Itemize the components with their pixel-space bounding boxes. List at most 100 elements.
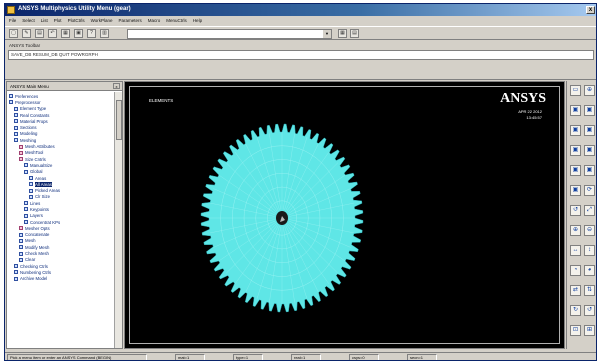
app-icon <box>7 6 15 14</box>
view-button-23[interactable]: ↻ <box>570 305 581 316</box>
view-button-14[interactable]: ⤢ <box>584 205 595 216</box>
tree-item[interactable]: Clr Size <box>9 194 114 200</box>
tree-item[interactable]: Mesher Opts <box>9 225 114 231</box>
tree-item[interactable]: Concatenate <box>9 232 114 238</box>
view-button-6[interactable]: ▣ <box>584 125 595 136</box>
view-button-9[interactable]: ▣ <box>570 165 581 176</box>
menu-node-icon <box>14 264 18 269</box>
tree-scrollbar[interactable] <box>114 92 122 348</box>
tree-item[interactable]: Areas <box>9 175 114 181</box>
menu-item-plot[interactable]: Plot <box>53 18 62 23</box>
tree-item[interactable]: All Areas <box>9 181 114 187</box>
view-button-5[interactable]: ▣ <box>570 125 581 136</box>
close-button[interactable]: x <box>586 6 595 14</box>
tree-item[interactable]: Meshing <box>9 137 114 143</box>
tree-item[interactable]: Modify Mesh <box>9 244 114 250</box>
toolbar-button-3[interactable]: ▤ <box>35 29 44 38</box>
tree-item[interactable]: Element Type <box>9 106 114 112</box>
viewport-frame <box>129 86 560 344</box>
main-menu-header: ANSYS Main Menu x <box>7 82 122 91</box>
tree-item[interactable]: Lines <box>9 200 114 206</box>
tree-item[interactable]: Preferences <box>9 93 114 99</box>
menu-item-macro[interactable]: Macro <box>147 18 161 23</box>
tree-item[interactable]: Checking Ctrls <box>9 263 114 269</box>
tree-item-label: Mesher Opts <box>25 225 50 231</box>
menu-node-icon <box>14 113 18 118</box>
menu-node-icon <box>14 138 18 143</box>
tree-item[interactable]: Global <box>9 169 114 175</box>
toolbar-button-5[interactable]: ▦ <box>61 29 70 38</box>
view-button-11[interactable]: ▣ <box>570 185 581 196</box>
menu-item-file[interactable]: File <box>9 18 17 23</box>
view-button-20[interactable]: ◕ <box>584 265 595 276</box>
title-bar: ANSYS Multiphysics Utility Menu (gear) x <box>5 4 596 16</box>
view-button-2[interactable]: ⊕ <box>584 85 595 96</box>
tree-item[interactable]: Keypoints <box>9 206 114 212</box>
status-message: Pick a menu item or enter an ANSYS Comma… <box>7 354 147 360</box>
tree-item[interactable]: Concentrat KPs <box>9 219 114 225</box>
view-button-13[interactable]: ↺ <box>570 205 581 216</box>
tree-item[interactable]: Layers <box>9 213 114 219</box>
view-button-19[interactable]: ◔ <box>570 265 581 276</box>
menu-item-list[interactable]: List <box>40 18 48 23</box>
tree-item[interactable]: ManualSize <box>9 162 114 168</box>
tree-item[interactable]: Mesh Attributes <box>9 143 114 149</box>
view-button-17[interactable]: ↔ <box>570 245 581 256</box>
view-button-1[interactable]: ▭ <box>570 85 581 96</box>
tree-item[interactable]: Clear <box>9 257 114 263</box>
toolbar-right-button-2[interactable]: ▤ <box>350 29 359 38</box>
view-button-24[interactable]: ↺ <box>584 305 595 316</box>
toolbar-right-button-1[interactable]: ▦ <box>338 29 347 38</box>
tree-item[interactable]: Real Constants <box>9 112 114 118</box>
tree-item[interactable]: Picked Areas <box>9 187 114 193</box>
view-button-16[interactable]: ⊖ <box>584 225 595 236</box>
tree-item[interactable]: Check Mesh <box>9 250 114 256</box>
tree-item-label: Modeling <box>20 131 38 137</box>
tree-item[interactable]: Modeling <box>9 131 114 137</box>
menu-node-icon <box>24 169 28 174</box>
menu-item-select[interactable]: Select <box>22 18 35 23</box>
toolbar-button-4[interactable]: ↶ <box>48 29 57 38</box>
tree-item[interactable]: Size Cntrls <box>9 156 114 162</box>
toolbar-button-2[interactable]: ✎ <box>22 29 31 38</box>
view-button-8[interactable]: ▣ <box>584 145 595 156</box>
toolbar-button-1[interactable]: ▢ <box>9 29 18 38</box>
view-button-4[interactable]: ▣ <box>584 105 595 116</box>
view-button-25[interactable]: ⊡ <box>570 325 581 336</box>
chevron-down-icon[interactable]: ▼ <box>323 30 331 38</box>
toolbar-button-6[interactable]: ▣ <box>74 29 83 38</box>
mesh-line <box>286 224 330 284</box>
command-combo[interactable]: ▼ <box>127 29 332 39</box>
mesh-line <box>234 224 278 284</box>
tree-item[interactable]: Preprocessor <box>9 99 114 105</box>
menu-node-icon <box>24 220 28 225</box>
menu-item-workplane[interactable]: WorkPlane <box>90 18 113 23</box>
view-button-22[interactable]: ⇅ <box>584 285 595 296</box>
view-button-21[interactable]: ⇄ <box>570 285 581 296</box>
view-button-15[interactable]: ⊕ <box>570 225 581 236</box>
view-button-7[interactable]: ▣ <box>570 145 581 156</box>
close-icon[interactable]: x <box>113 83 120 89</box>
tree-item[interactable]: Archive Model <box>9 276 114 282</box>
scrollbar-thumb[interactable] <box>116 100 122 140</box>
view-button-26[interactable]: ⊞ <box>584 325 595 336</box>
view-button-10[interactable]: ▣ <box>584 165 595 176</box>
mesh-line <box>288 188 351 216</box>
menu-item-menuctrls[interactable]: MenuCtrls <box>166 18 187 23</box>
tree-item[interactable]: Sections <box>9 124 114 130</box>
toolbar-button-7[interactable]: ? <box>87 29 96 38</box>
graphics-window[interactable]: ELEMENTS ANSYS APR 22 2012 13:45:57 <box>124 81 565 349</box>
toolbar-button-8[interactable]: ▥ <box>100 29 109 38</box>
mesh-line <box>283 226 295 303</box>
view-button-18[interactable]: ↕ <box>584 245 595 256</box>
toolbar-buttons-field[interactable]: SAVE_DB RESUM_DB QUIT POWRGRPH <box>8 50 594 60</box>
tree-item[interactable]: Numbering Ctrls <box>9 269 114 275</box>
tree-item[interactable]: Mesh <box>9 238 114 244</box>
tree-item[interactable]: MeshTool <box>9 150 114 156</box>
tree-item[interactable]: Material Props <box>9 118 114 124</box>
menu-item-plotctrls[interactable]: PlotCtrls <box>67 18 85 23</box>
menu-item-parameters[interactable]: Parameters <box>118 18 142 23</box>
menu-item-help[interactable]: Help <box>192 18 203 23</box>
view-button-12[interactable]: ⟳ <box>584 185 595 196</box>
view-button-3[interactable]: ▣ <box>570 105 581 116</box>
